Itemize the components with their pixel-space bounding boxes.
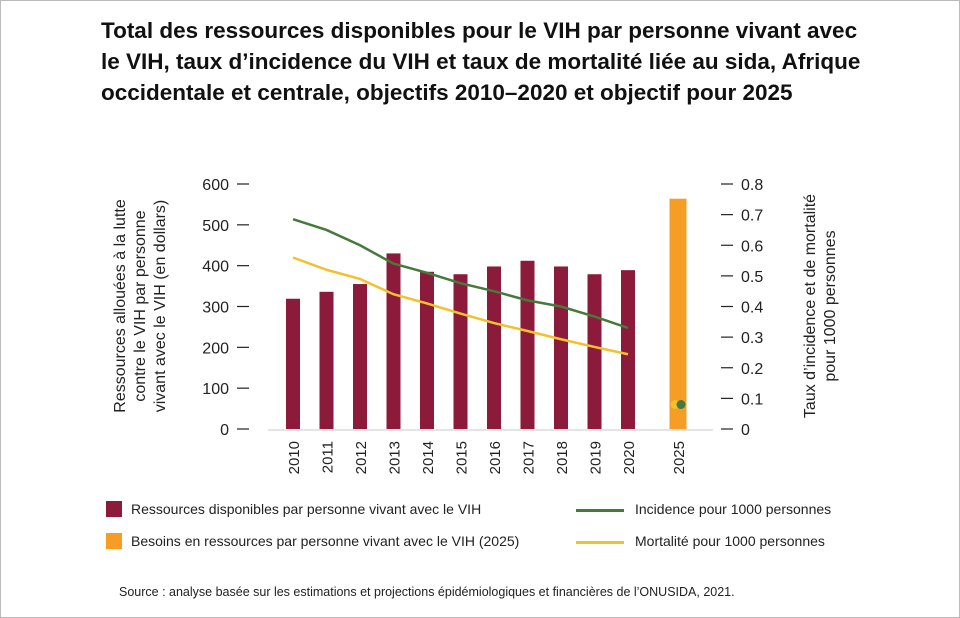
y-tick-label: 500 (202, 218, 229, 235)
y2-tick-label: 0.6 (741, 238, 763, 255)
y-tick-label: 600 (202, 177, 229, 194)
y2-tick-label: 0.8 (741, 177, 763, 194)
x-tick-label: 2014 (420, 441, 437, 474)
source-note: Source : analyse basée sur les estimatio… (119, 585, 735, 599)
bar-2017 (520, 260, 535, 429)
x-tick-label: 2010 (286, 441, 303, 474)
y2-tick-label: 0.5 (741, 269, 763, 286)
line-mortality (292, 256, 629, 356)
bar-2018 (554, 266, 568, 429)
y-tick-label: 100 (202, 381, 229, 398)
bar-2015 (453, 274, 468, 429)
bar-2014 (420, 271, 434, 429)
bar-2011 (319, 291, 334, 429)
legend-label-mortality: Mortalité pour 1000 personnes (635, 533, 825, 549)
y2-tick-label: 0.3 (741, 330, 763, 347)
chart-title: Total des ressources disponibles pour le… (101, 18, 861, 105)
y-tick-label: 300 (202, 300, 229, 317)
y2-axis-title-line: Taux d’incidence et de mortalité (802, 194, 819, 418)
y-tick-label: 0 (220, 422, 229, 439)
legend-swatch-resources (106, 501, 122, 517)
legend-line-mortality (576, 541, 624, 544)
y-tick-label: 200 (202, 340, 229, 357)
x-tick-label: 2015 (454, 441, 471, 474)
y2-tick-label: 0.1 (741, 391, 763, 408)
legend-label-needs: Besoins en ressources par personne vivan… (131, 533, 520, 549)
bar-2020 (621, 270, 635, 429)
x-tick-label: 2019 (588, 441, 605, 474)
bar-2025 (669, 198, 687, 429)
y2-tick-label: 0 (741, 422, 750, 439)
legend-line-incidence (576, 509, 624, 512)
y-axis-title-line: Ressources allouées à la lutte (112, 199, 129, 413)
bar-2012 (353, 284, 367, 429)
bar-2010 (286, 298, 300, 429)
y2-tick-label: 0.2 (741, 361, 763, 378)
x-tick-label: 2016 (487, 441, 504, 474)
x-tick-label: 2012 (353, 441, 370, 474)
x-tick-label: 2025 (671, 441, 688, 474)
y-tick-label: 400 (202, 259, 229, 276)
point-2025-incidence (676, 400, 686, 409)
x-tick-label: 2018 (554, 441, 571, 474)
y-axis-title-line: contre le VIH par personne (132, 210, 149, 401)
x-tick-label: 2017 (521, 441, 538, 474)
y2-tick-label: 0.7 (741, 208, 763, 225)
bar-2016 (487, 266, 501, 429)
y2-axis-title-line: pour 1000 personnes (822, 230, 839, 381)
x-tick-label: 2020 (621, 441, 638, 474)
y-axis-title-line: vivant avec le VIH (en dollars) (152, 200, 169, 413)
x-tick-label: 2011 (320, 441, 337, 473)
x-tick-label: 2013 (387, 441, 404, 474)
y2-tick-label: 0.4 (741, 300, 763, 317)
bar-2019 (587, 274, 602, 429)
legend-label-resources: Ressources disponibles par personne viva… (131, 501, 482, 517)
legend-swatch-needs (106, 533, 122, 549)
bar-2013 (386, 253, 401, 429)
line-incidence (292, 218, 629, 330)
legend-label-incidence: Incidence pour 1000 personnes (635, 501, 832, 517)
